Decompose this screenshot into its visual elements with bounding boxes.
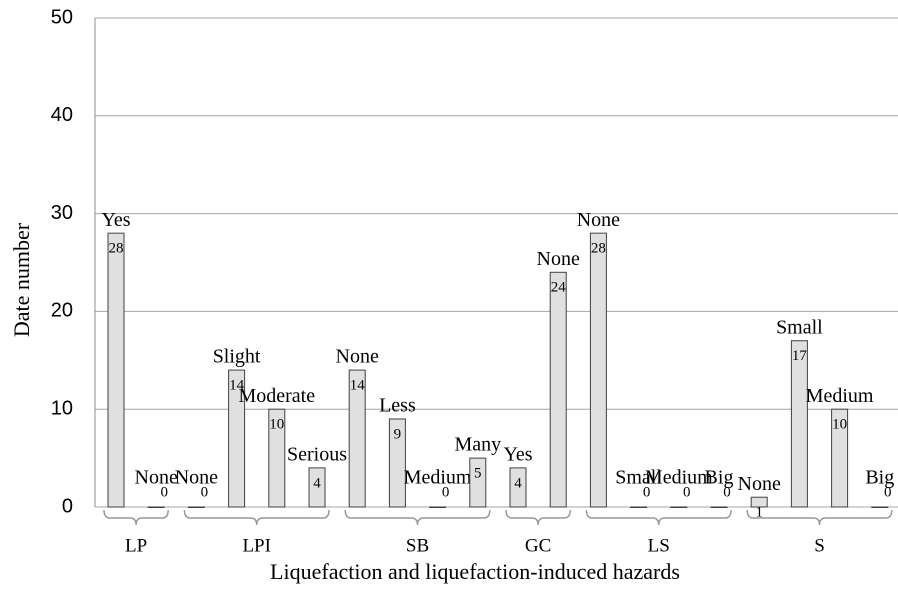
bar-category-label: None xyxy=(135,467,178,489)
bar xyxy=(388,418,406,508)
bar xyxy=(790,340,808,508)
bar-category-label: Small xyxy=(615,467,662,489)
bar xyxy=(670,506,688,508)
value-label: 0 xyxy=(160,484,168,500)
bar-category-label: Less xyxy=(379,395,416,417)
bar-category-label: Big xyxy=(705,467,734,489)
value-label: 0 xyxy=(643,484,651,500)
bar xyxy=(268,408,286,508)
value-label: 10 xyxy=(269,417,284,433)
value-label: 28 xyxy=(591,241,606,257)
group-brace xyxy=(585,509,732,526)
value-label: 14 xyxy=(350,378,366,394)
value-label: 4 xyxy=(514,475,522,491)
group-label: SB xyxy=(406,535,429,556)
y-tick-label: 20 xyxy=(51,300,73,322)
value-label: 17 xyxy=(792,348,808,364)
value-label: 9 xyxy=(394,426,402,442)
bar-category-label: Big xyxy=(865,467,894,489)
bar-category-label: Yes xyxy=(503,443,532,465)
value-label: 0 xyxy=(201,484,209,500)
bar-category-label: Moderate xyxy=(238,385,315,407)
bar-category-label: Small xyxy=(776,316,823,338)
bar xyxy=(187,506,205,508)
group-label: S xyxy=(814,535,825,556)
bar xyxy=(469,457,487,508)
value-label: 0 xyxy=(442,484,450,500)
group-label: LP xyxy=(125,535,147,556)
value-label: 0 xyxy=(884,484,892,500)
bar xyxy=(348,369,366,508)
y-axis-label: Date number xyxy=(9,222,34,337)
y-tick-label: 0 xyxy=(62,495,73,517)
bar xyxy=(831,408,849,508)
value-label: 1 xyxy=(755,505,763,521)
group-label: LS xyxy=(648,535,670,556)
value-label: 5 xyxy=(474,466,482,482)
group-brace xyxy=(746,509,893,526)
group-brace xyxy=(103,509,169,526)
group-label: GC xyxy=(525,535,551,556)
bar xyxy=(147,506,165,508)
bar-category-label: Medium xyxy=(645,467,713,489)
bar-category-label: Medium xyxy=(806,385,874,407)
value-label: 24 xyxy=(551,280,567,296)
value-label: 10 xyxy=(832,417,847,433)
bar xyxy=(228,369,246,508)
bar-category-label: None xyxy=(537,248,580,270)
bar-category-label: None xyxy=(577,209,620,231)
bar xyxy=(710,506,728,508)
bar xyxy=(589,232,607,508)
y-tick-label: 30 xyxy=(51,202,73,224)
bar xyxy=(509,467,527,508)
value-label: 0 xyxy=(683,484,691,500)
group-brace xyxy=(505,509,571,526)
y-tick-label: 50 xyxy=(51,6,73,28)
bar-category-label: None xyxy=(738,473,781,495)
y-tick-label: 10 xyxy=(51,397,73,419)
bar xyxy=(429,506,447,508)
value-label: 4 xyxy=(313,475,321,491)
value-label: 14 xyxy=(229,378,245,394)
bar-category-label: Yes xyxy=(101,209,130,231)
group-label: LPI xyxy=(242,535,271,556)
bar xyxy=(630,506,648,508)
y-tick-label: 40 xyxy=(51,104,73,126)
bar-category-label: Serious xyxy=(287,443,347,465)
bar xyxy=(308,467,326,508)
bar-category-label: None xyxy=(336,346,379,368)
bar xyxy=(549,271,567,508)
bar xyxy=(871,506,889,508)
bar-category-label: Many xyxy=(454,434,501,456)
value-label: 28 xyxy=(109,241,124,257)
bar-category-label: Medium xyxy=(404,467,472,489)
bar xyxy=(107,232,125,508)
group-brace xyxy=(344,509,491,526)
x-axis-label: Liquefaction and liquefaction-induced ha… xyxy=(270,559,680,584)
value-label: 0 xyxy=(723,484,731,500)
bar-category-label: Slight xyxy=(213,346,261,368)
bar xyxy=(750,496,768,508)
bar-category-label: None xyxy=(175,467,218,489)
group-brace xyxy=(183,509,330,526)
